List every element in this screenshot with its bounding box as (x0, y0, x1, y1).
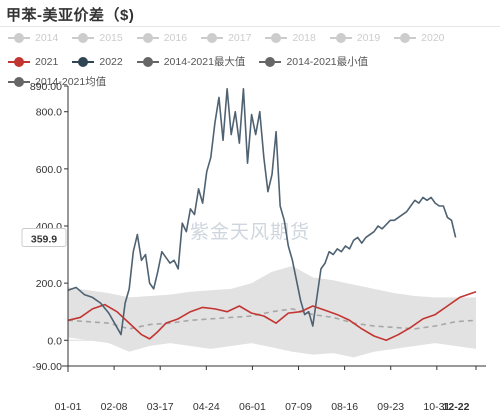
legend-marker-icon (259, 56, 282, 67)
legend-marker-icon (329, 33, 352, 43)
legend-marker-icon (8, 76, 30, 87)
legend-row-mean: 2014-2021均值 (8, 74, 120, 89)
legend-row-series: 2021 2022 2014-2021最大值 2014-2021最小值 (8, 54, 382, 69)
y-tick-label: 0.0 (47, 335, 62, 347)
legend-label: 2021 (35, 55, 59, 68)
legend-label: 2018 (292, 32, 316, 44)
x-tick-label: 10-31 (423, 401, 450, 413)
legend-marker-icon (8, 56, 30, 67)
legend-label: 2014-2021最大值 (163, 56, 246, 68)
legend-item-2014-2021最大值[interactable]: 2014-2021最大值 (136, 54, 246, 69)
legend-item-2018[interactable]: 2018 (265, 32, 316, 44)
last-value-label: 359.9 (31, 233, 57, 245)
x-tick-label: 01-01 (55, 401, 82, 413)
legend-marker-icon (136, 56, 159, 67)
watermark-text: 紫金天风期货 (190, 221, 310, 243)
legend-item-2020[interactable]: 2020 (394, 32, 445, 44)
series-line-2022 (67, 88, 457, 336)
series-line-2021 (67, 290, 477, 342)
band-max-min-area (68, 266, 476, 358)
x-tick-label: 03-17 (147, 401, 174, 413)
x-tick-label: 02-08 (101, 401, 128, 413)
legend-label: 2017 (228, 32, 252, 44)
legend-label: 2014-2021均值 (35, 76, 107, 88)
legend-row-years: 2014 2015 2016 2017 2018 2019 2020 (8, 32, 459, 44)
legend-label: 2022 (99, 55, 123, 68)
legend-item-2014-2021均值[interactable]: 2014-2021均值 (8, 74, 106, 89)
legend-marker-icon (394, 33, 417, 43)
legend-label: 2016 (163, 32, 188, 44)
legend-item-2017[interactable]: 2017 (201, 32, 251, 44)
legend-item-2015[interactable]: 2015 (72, 32, 123, 44)
chart-title: 甲苯-美亚价差（$) (6, 7, 135, 24)
legend-marker-icon (72, 56, 95, 67)
title-divider (0, 26, 500, 27)
legend-marker-icon (136, 33, 159, 43)
legend-item-2022[interactable]: 2022 (72, 55, 123, 68)
legend-marker-icon (265, 33, 288, 43)
legend-item-2014-2021最小值[interactable]: 2014-2021最小值 (259, 54, 368, 69)
legend-marker-icon (72, 33, 95, 43)
y-tick-label: -90.00 (32, 361, 62, 373)
x-tick-label: 12-22 (443, 401, 470, 413)
legend-item-2014[interactable]: 2014 (8, 32, 58, 44)
legend-label: 2014-2021最小值 (286, 56, 369, 68)
y-tick-label: 600.0 (36, 164, 62, 176)
legend-item-2019[interactable]: 2019 (329, 32, 381, 44)
y-tick-label: 890.00 (30, 81, 62, 93)
y-tick-label: 200.0 (36, 278, 62, 290)
legend-marker-icon (201, 33, 224, 43)
last-value-badge (21, 227, 67, 247)
legend-label: 2019 (356, 32, 381, 44)
legend-label: 2014 (35, 32, 59, 44)
x-tick-label: 08-16 (331, 401, 358, 413)
y-tick-label: 800.0 (36, 107, 62, 119)
legend-item-2021[interactable]: 2021 (8, 56, 58, 68)
legend-label: 2015 (99, 32, 123, 44)
legend-item-2016[interactable]: 2016 (136, 32, 188, 44)
x-tick-label: 04-24 (193, 401, 220, 413)
legend-label: 2020 (421, 32, 445, 44)
x-tick-label: 06-01 (239, 401, 266, 413)
x-tick-label: 07-09 (285, 401, 312, 413)
legend-marker-icon (8, 33, 30, 43)
x-tick-label: 09-23 (377, 401, 404, 413)
